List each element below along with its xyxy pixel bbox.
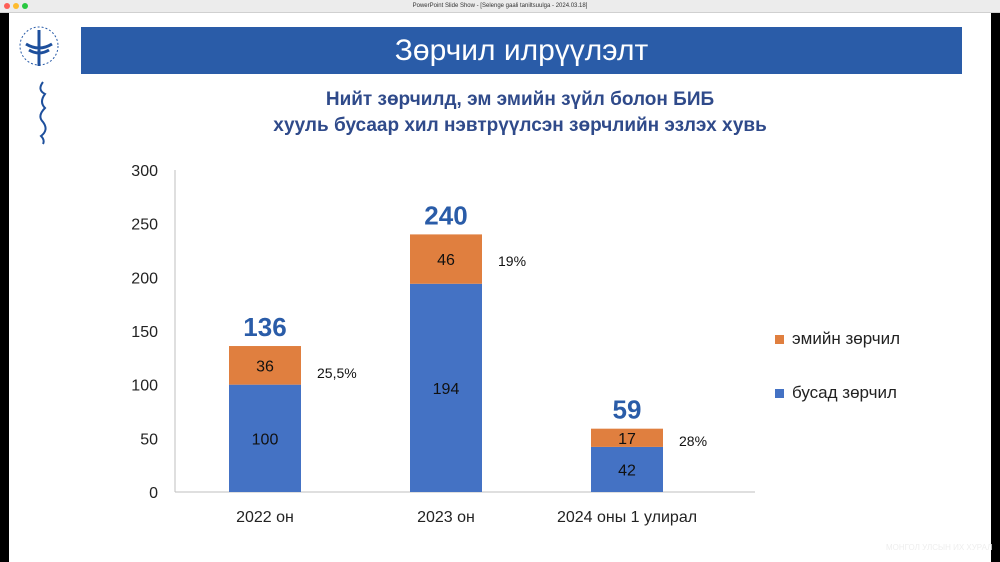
y-tick-label: 150 [131,324,158,341]
y-tick-label: 250 [131,217,158,234]
bar-segment [229,346,301,385]
chart-title: Нийт зөрчилд, эм эмийн зүйл болон БИБ хуу… [200,87,840,139]
y-tick-label: 200 [131,270,158,287]
y-tick-label: 0 [149,485,158,502]
percent-label: 28% [679,433,707,449]
watermark: МОНГОЛ УЛСЫН ИХ ХУРАЛ [886,543,993,552]
percent-label: 25,5% [317,365,357,381]
data-label: 42 [618,462,636,479]
bar-segment [410,234,482,284]
data-label: 17 [618,431,636,448]
slide [9,13,991,562]
legend-label: бусад зөрчил [792,383,897,402]
close-button[interactable] [4,3,10,9]
bar-segment [229,384,301,492]
y-tick-label: 100 [131,378,158,395]
chart-title-line1: Нийт зөрчилд, эм эмийн зүйл болон БИБ [325,89,715,110]
window-titlebar: PowerPoint Slide Show - [Selenge gaali t… [0,0,1000,13]
data-label: 100 [252,431,279,448]
x-tick-label: 2024 оны 1 улирал [557,509,697,526]
y-tick-label: 50 [140,431,158,448]
zoom-button[interactable] [22,3,28,9]
legend-swatch [775,389,784,398]
legend-swatch [775,335,784,344]
chart-title-line2: хууль бусаар хил нэвтрүүлсэн зөрчлийн эз… [273,115,767,136]
slide-heading: Зөрчил илрүүлэлт [81,27,962,74]
total-label: 136 [243,312,286,342]
bar-segment [410,283,482,492]
emblem-logo [19,26,59,66]
x-tick-label: 2023 он [417,509,475,526]
mongol-script-logo [39,81,47,145]
x-tick-label: 2022 он [236,509,294,526]
legend-item-other: бусад зөрчил [775,383,897,403]
bar-segment [591,428,663,447]
total-label: 59 [613,395,642,425]
data-label: 194 [433,381,460,398]
minimize-button[interactable] [13,3,19,9]
data-label: 36 [256,358,274,375]
total-label: 240 [424,200,467,230]
data-label: 46 [437,252,455,269]
legend-label: эмийн зөрчил [792,329,901,348]
bar-segment [591,446,663,492]
y-tick-label: 300 [131,163,158,180]
window-title: PowerPoint Slide Show - [Selenge gaali t… [412,3,588,9]
percent-label: 19% [498,253,526,269]
legend-item-medicine: эмийн зөрчил [775,329,900,349]
